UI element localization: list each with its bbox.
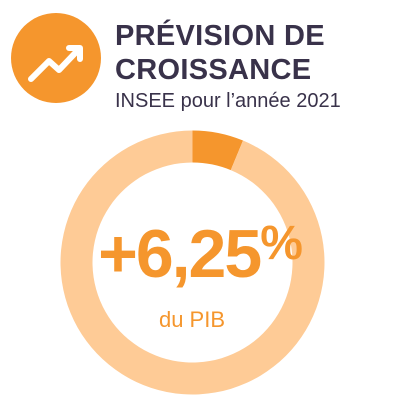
center-value-unit: % bbox=[260, 217, 303, 270]
trend-line bbox=[28, 46, 82, 82]
icon-badge-circle bbox=[11, 13, 101, 103]
title-line-1: PRÉVISION DE bbox=[115, 20, 325, 52]
subtitle: INSEE pour l’année 2021 bbox=[115, 90, 341, 112]
donut-chart bbox=[60, 130, 325, 395]
center-label: du PIB bbox=[158, 307, 226, 332]
trend-up-arrow-icon bbox=[11, 13, 101, 103]
title-line-2: CROISSANCE bbox=[115, 54, 312, 86]
donut-slice-1 bbox=[192, 130, 244, 171]
center-value: +6,25% bbox=[0, 208, 401, 290]
trend-arrowhead bbox=[66, 45, 83, 62]
center-value-number: +6,25 bbox=[98, 216, 262, 292]
